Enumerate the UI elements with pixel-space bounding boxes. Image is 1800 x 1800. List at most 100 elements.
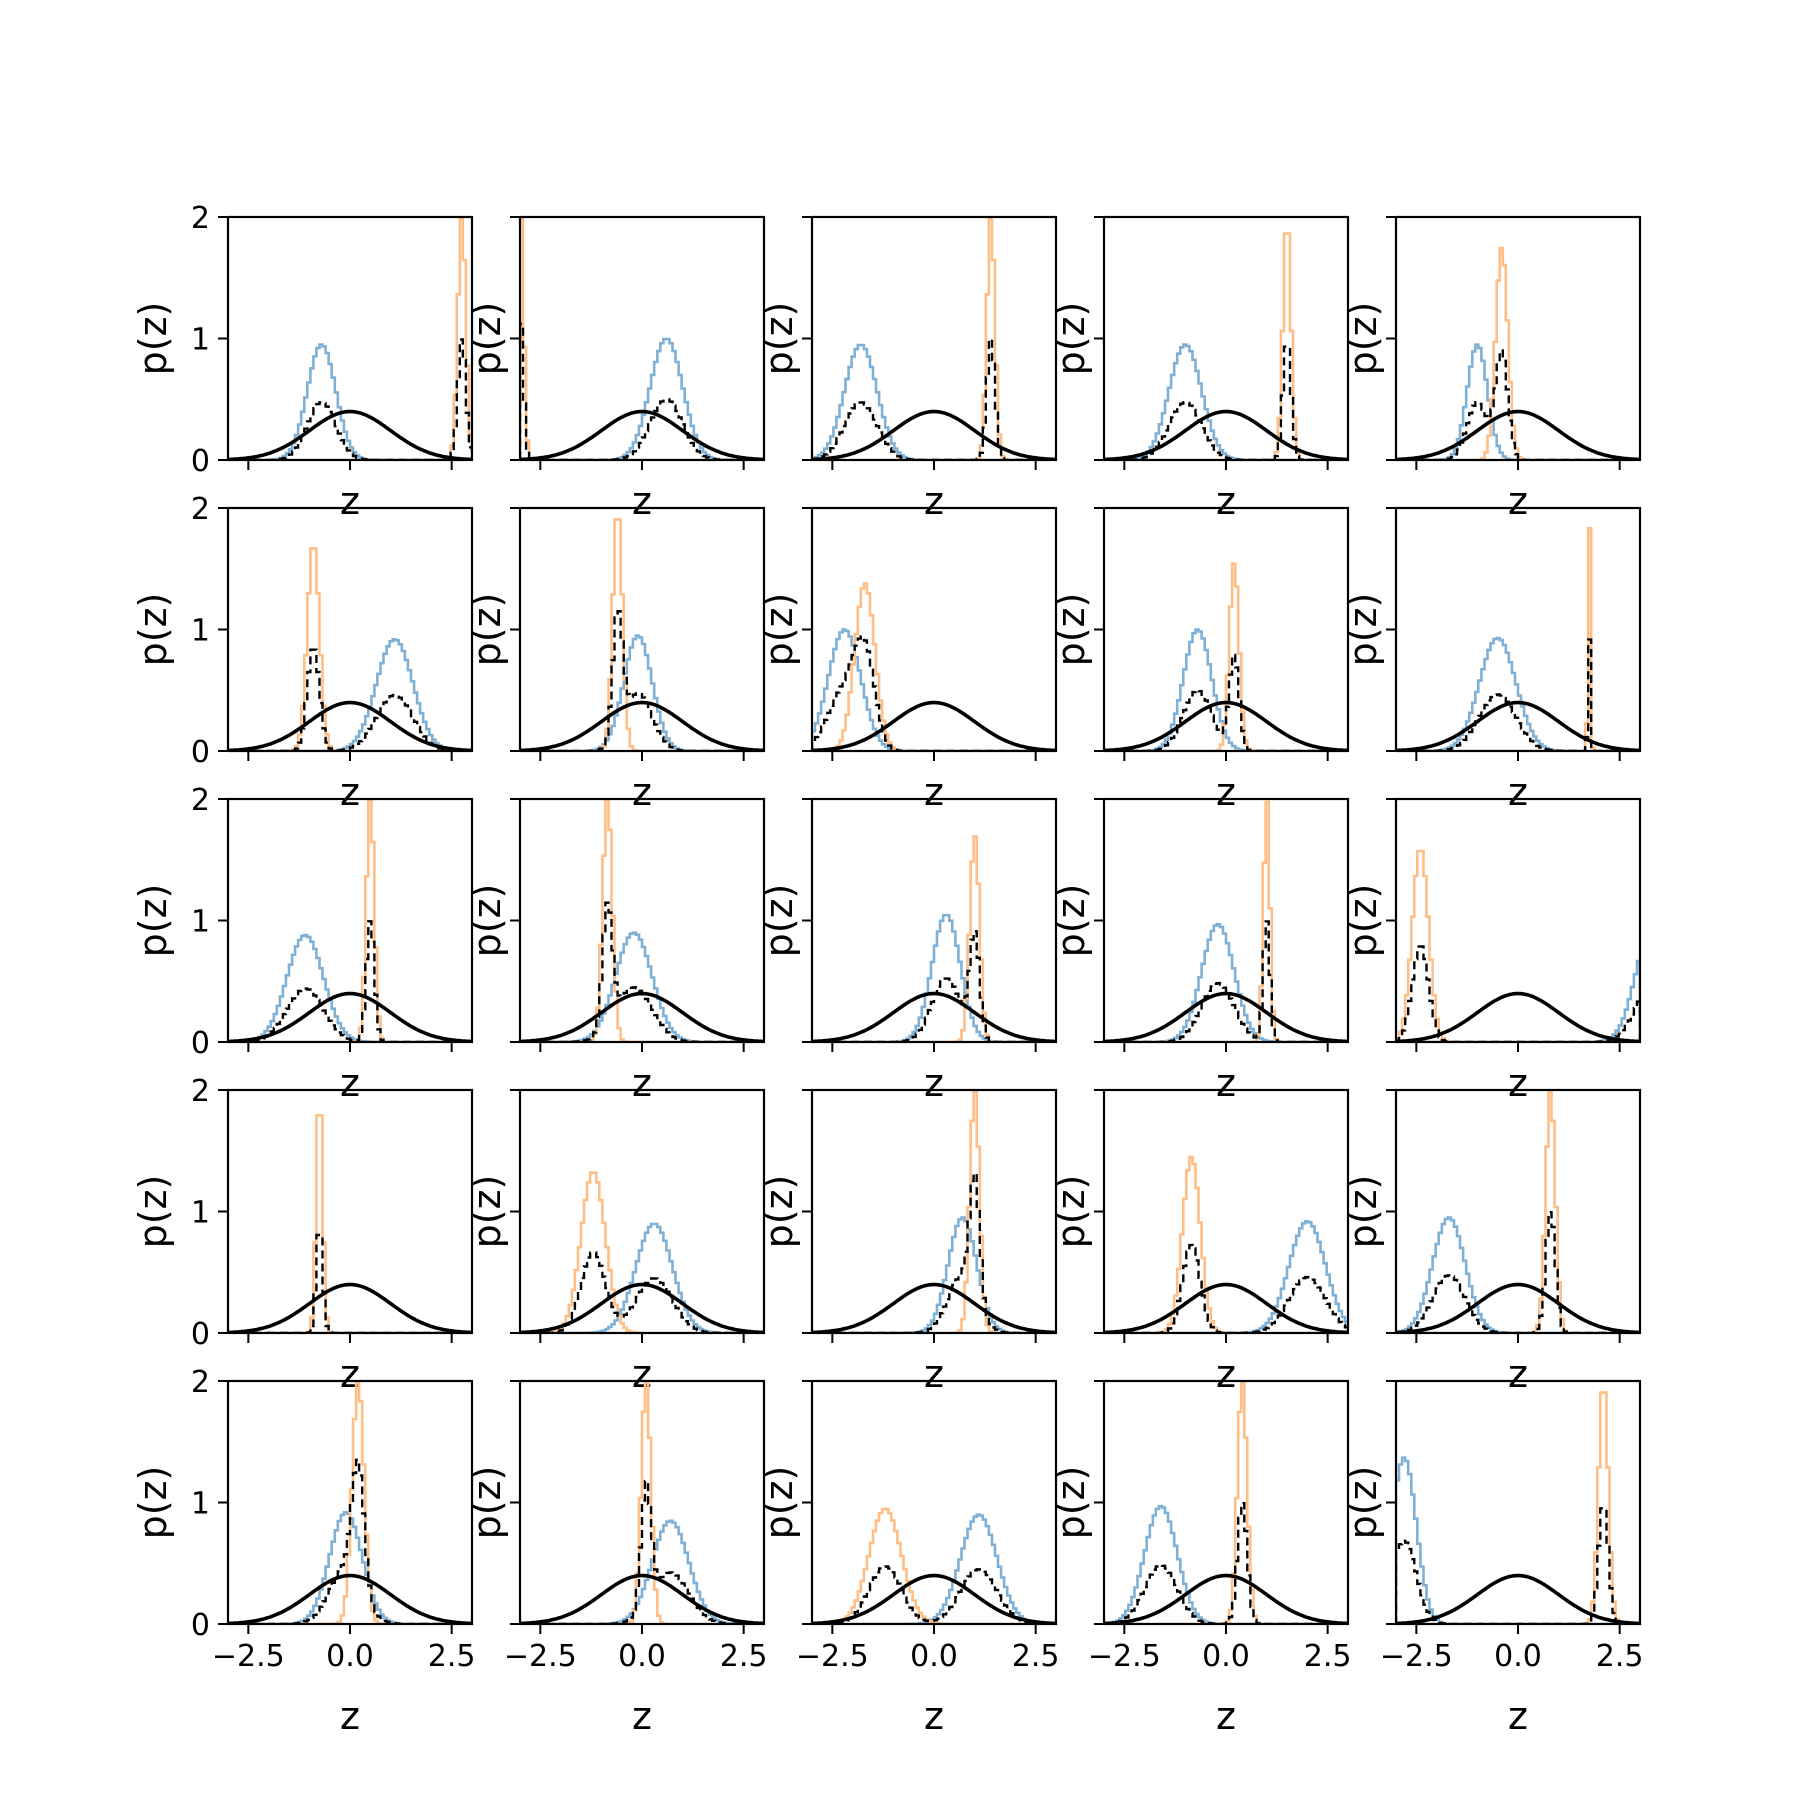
- mixture-histogram: [228, 920, 472, 1042]
- x-axis-label: z: [1216, 479, 1236, 523]
- axes-frame: [1102, 797, 1350, 1044]
- subplot-r1-c4: z p(z): [1049, 215, 1350, 523]
- orange-histogram: [812, 217, 1056, 460]
- x-tick-label: 0.0: [1202, 1639, 1250, 1674]
- subplot-r5-c1: −2.5 0.0 2.5 0 1 2 z p(z): [131, 1365, 476, 1738]
- blue-histogram: [812, 343, 1056, 460]
- normal-prior-curve: [1104, 1573, 1348, 1624]
- x-axis-label: z: [632, 1061, 652, 1105]
- normal-prior-curve: [812, 409, 1056, 460]
- y-axis-label: p(z): [1049, 302, 1093, 376]
- x-tick-label: 2.5: [1012, 1639, 1060, 1674]
- x-axis-label: z: [340, 1694, 360, 1738]
- blue-histogram: [1396, 343, 1640, 460]
- orange-histogram: [1396, 1391, 1640, 1624]
- y-tick-label: 0: [191, 1608, 210, 1643]
- mixture-histogram: [812, 1172, 1056, 1333]
- normal-prior-curve: [1396, 1282, 1640, 1333]
- blue-histogram: [812, 628, 1056, 751]
- x-tick-label: 2.5: [428, 1639, 476, 1674]
- mixture-histogram: [520, 1479, 764, 1624]
- subplot-r1-c3: z p(z): [757, 215, 1058, 523]
- y-tick-label: 1: [191, 905, 210, 940]
- y-axis-label: p(z): [465, 1175, 509, 1249]
- blue-histogram: [1104, 922, 1348, 1042]
- normal-prior-curve: [1104, 409, 1348, 460]
- axes-frame: [1394, 1088, 1642, 1335]
- x-tick-label: −2.5: [796, 1639, 869, 1674]
- x-axis-label: z: [924, 1694, 944, 1738]
- axes-frame: [226, 797, 474, 1044]
- y-tick-label: 1: [191, 323, 210, 358]
- x-axis-label: z: [924, 1061, 944, 1105]
- subplot-r1-c5: z p(z): [1341, 215, 1642, 523]
- x-axis-label: z: [632, 770, 652, 814]
- orange-histogram: [1396, 246, 1640, 460]
- x-axis-label: z: [632, 479, 652, 523]
- y-axis-label: p(z): [465, 884, 509, 958]
- subplot-r2-c1: 0 1 2 z p(z): [131, 492, 474, 814]
- subplot-r1-c1: 0 1 2 z p(z): [131, 201, 474, 523]
- axes-frame: [1394, 215, 1642, 462]
- subplot-r4-c3: z p(z): [757, 1088, 1058, 1396]
- normal-prior-curve: [228, 700, 472, 751]
- y-tick-label: 2: [191, 783, 210, 818]
- normal-prior-curve: [520, 991, 764, 1042]
- x-axis-label: z: [924, 770, 944, 814]
- axes-frame: [226, 1088, 474, 1335]
- y-axis-label: p(z): [1341, 593, 1385, 667]
- blue-histogram: [1104, 1220, 1348, 1333]
- y-tick-label: 0: [191, 1317, 210, 1352]
- blue-histogram: [520, 1222, 764, 1333]
- orange-histogram: [1104, 800, 1348, 1042]
- x-axis-label: z: [340, 479, 360, 523]
- blue-histogram: [1104, 1504, 1348, 1624]
- y-tick-label: 1: [191, 1487, 210, 1522]
- subplot-r2-c5: z p(z): [1341, 506, 1642, 814]
- mixture-histogram: [1396, 638, 1640, 751]
- x-axis-label: z: [1508, 479, 1528, 523]
- normal-prior-curve: [228, 1573, 472, 1624]
- subplot-r4-c4: z p(z): [1049, 1088, 1350, 1396]
- orange-histogram: [520, 518, 764, 751]
- orange-histogram: [228, 217, 472, 460]
- x-axis-label: z: [632, 1694, 652, 1738]
- axes-frame: [518, 506, 766, 753]
- y-axis-label: p(z): [757, 1466, 801, 1540]
- axes-frame: [518, 797, 766, 1044]
- y-axis-label: p(z): [1341, 1466, 1385, 1540]
- axes-frame: [1394, 797, 1642, 1044]
- x-axis-label: z: [924, 479, 944, 523]
- subplot-r5-c4: −2.5 0.0 2.5 z p(z): [1049, 1379, 1352, 1738]
- normal-prior-curve: [1104, 1282, 1348, 1333]
- normal-prior-curve: [812, 1282, 1056, 1333]
- subplot-r4-c5: z p(z): [1341, 1088, 1642, 1396]
- normal-prior-curve: [1104, 700, 1348, 751]
- orange-histogram: [228, 547, 472, 751]
- axes-frame: [226, 215, 474, 462]
- blue-histogram: [1396, 959, 1640, 1042]
- axes-frame: [226, 506, 474, 753]
- blue-histogram: [228, 638, 472, 751]
- x-tick-label: 0.0: [1494, 1639, 1542, 1674]
- normal-prior-curve: [520, 700, 764, 751]
- x-axis-label: z: [340, 1061, 360, 1105]
- blue-histogram: [228, 933, 472, 1042]
- orange-histogram: [1104, 1381, 1348, 1624]
- axes-frame: [518, 1088, 766, 1335]
- y-tick-label: 0: [191, 444, 210, 479]
- mixture-histogram: [1104, 1243, 1348, 1333]
- x-tick-label: 0.0: [326, 1639, 374, 1674]
- y-tick-label: 2: [191, 1074, 210, 1109]
- blue-histogram: [1396, 1456, 1640, 1624]
- orange-histogram: [812, 835, 1056, 1042]
- axes-frame: [1102, 215, 1350, 462]
- x-tick-label: 2.5: [1596, 1639, 1644, 1674]
- axes-frame: [1394, 1379, 1642, 1626]
- normal-prior-curve: [228, 1282, 472, 1333]
- y-tick-label: 2: [191, 1365, 210, 1400]
- x-axis-label: z: [340, 770, 360, 814]
- y-tick-label: 2: [191, 492, 210, 527]
- y-axis-label: p(z): [757, 593, 801, 667]
